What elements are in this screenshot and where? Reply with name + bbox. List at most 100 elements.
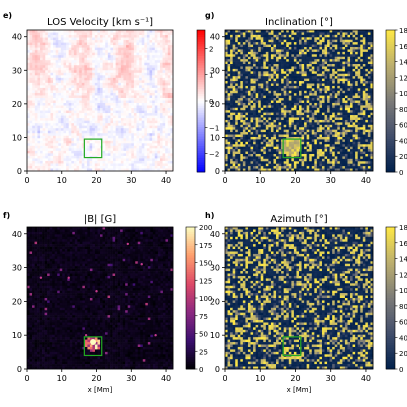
x-axis-label: x [Mm] (287, 386, 312, 394)
x-tick-label: 30 (326, 176, 336, 185)
x-tick-label: 10 (255, 374, 265, 383)
y-tick-label: 0 (215, 167, 220, 176)
colorbar-tick-label: 160 (399, 43, 407, 51)
colorbar-tick-label: 50 (199, 331, 208, 339)
colorbar-tick-label: −2 (209, 151, 219, 159)
y-tick-label: 10 (210, 133, 220, 142)
y-tick-label: 40 (12, 33, 22, 42)
colorbar-tick-label: 125 (199, 277, 212, 285)
x-tick-label: 20 (290, 374, 300, 383)
x-tick-label: 30 (326, 374, 336, 383)
x-tick-label: 0 (24, 176, 29, 185)
heatmap-image (225, 227, 374, 370)
colorbar-tick-label: 140 (399, 256, 407, 264)
x-tick-label: 0 (24, 374, 29, 383)
x-tick-label: 10 (57, 374, 67, 383)
panel-f: 0 10 20 30 40 0 10 20 30 40 |B| [G] f) x [Mm] 0 25 50 75… (3, 211, 212, 394)
x-tick-label: 40 (161, 176, 171, 185)
y-tick-label: 10 (12, 331, 22, 340)
colorbar-tick-label: 100 (199, 295, 212, 303)
colorbar-tick-label: 160 (399, 240, 407, 248)
panel-h: 0 10 20 30 40 0 10 20 30 40 Azimuth [°] h) x [Mm] 0 20… (205, 211, 407, 394)
colorbar-tick-label: 120 (399, 74, 407, 82)
colorbar-tick-label: 180 (399, 224, 407, 232)
colorbar: 0 25 50 75 100 125 150 175 200 (185, 224, 212, 374)
panel-label: g) (205, 11, 214, 20)
colorbar-tick-label: 80 (399, 106, 407, 114)
colorbar-tick-label: 1 (209, 72, 213, 80)
colorbar-tick-label: 25 (199, 348, 208, 356)
colorbar-tick-label: 60 (399, 319, 407, 327)
x-tick-label: 10 (255, 176, 265, 185)
y-tick-label: 40 (12, 230, 22, 239)
x-tick-label: 40 (161, 374, 171, 383)
panel-label: e) (3, 11, 12, 20)
colorbar-tick-label: 40 (399, 334, 407, 342)
colorbar: 0 20 40 60 80 100 120 140 160 180 (385, 27, 407, 177)
colorbar-tick-label: 180 (399, 27, 407, 35)
colorbar-tick-label: −1 (209, 124, 219, 132)
x-tick-label: 30 (126, 176, 136, 185)
region-box (83, 138, 103, 159)
colorbar-tick-label: 0 (199, 366, 203, 374)
region-box (83, 336, 103, 357)
colorbar-tick-label: 150 (199, 260, 212, 268)
y-tick-label: 30 (210, 264, 220, 273)
x-tick-label: 30 (126, 374, 136, 383)
x-tick-label: 0 (222, 374, 227, 383)
x-tick-label: 40 (361, 176, 371, 185)
colorbar-frame (385, 226, 396, 370)
colorbar-tick-label: 20 (399, 350, 407, 358)
colorbar: 0 20 40 60 80 100 120 140 160 180 (385, 224, 407, 374)
y-tick-label: 10 (210, 331, 220, 340)
colorbar-tick-label: 175 (199, 242, 212, 250)
colorbar-tick-label: 100 (399, 90, 407, 98)
colorbar-tick-label: 120 (399, 271, 407, 279)
axes-frame (26, 226, 174, 370)
colorbar-tick-label: 0 (399, 169, 403, 177)
region-box (282, 336, 302, 357)
y-tick-label: 40 (210, 230, 220, 239)
heatmap-image (27, 30, 174, 172)
y-tick-label: 20 (210, 100, 220, 109)
colorbar: −2 −1 0 1 2 (196, 29, 219, 173)
colorbar-tick-label: 0 (399, 366, 403, 374)
panel-title: Inclination [°] (265, 17, 333, 28)
colorbar-tick-label: 80 (399, 303, 407, 311)
colorbar-frame (385, 29, 396, 173)
y-tick-label: 30 (12, 264, 22, 273)
x-tick-label: 10 (57, 176, 67, 185)
colorbar-tick-label: 20 (399, 153, 407, 161)
colorbar-tick-label: 200 (199, 224, 212, 232)
x-tick-label: 40 (361, 374, 371, 383)
y-tick-label: 30 (210, 66, 220, 75)
panel-label: f) (3, 211, 10, 220)
x-tick-label: 20 (91, 176, 101, 185)
x-tick-label: 20 (290, 176, 300, 185)
heatmap-image (27, 227, 174, 370)
axes-frame (224, 29, 374, 172)
x-tick-label: 0 (222, 176, 227, 185)
y-tick-label: 20 (12, 100, 22, 109)
y-tick-label: 30 (12, 66, 22, 75)
y-tick-label: 0 (215, 365, 220, 374)
y-tick-label: 20 (12, 297, 22, 306)
panel-label: h) (205, 211, 214, 220)
y-tick-label: 0 (17, 365, 22, 374)
axes-frame (26, 29, 174, 172)
axes-frame (224, 226, 374, 370)
region-box (282, 138, 302, 159)
panel-title: |B| [G] (84, 214, 116, 225)
colorbar-tick-label: 0 (209, 98, 213, 106)
y-tick-label: 40 (210, 33, 220, 42)
panel-title: Azimuth [°] (270, 214, 327, 225)
y-tick-label: 10 (12, 133, 22, 142)
colorbar-tick-label: 60 (399, 122, 407, 130)
colorbar-tick-label: 2 (209, 45, 213, 53)
y-tick-label: 20 (210, 297, 220, 306)
x-tick-label: 20 (91, 374, 101, 383)
x-axis-label: x [Mm] (88, 386, 113, 394)
